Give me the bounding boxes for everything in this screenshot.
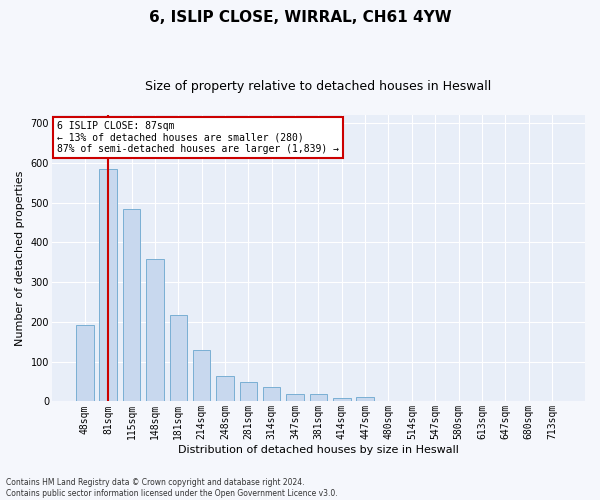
Bar (100, 170, 117, 402)
Bar (286, 394, 304, 402)
Title: Size of property relative to detached houses in Heswall: Size of property relative to detached ho… (145, 80, 491, 93)
Bar (310, 394, 327, 402)
Bar (76, 324, 94, 402)
Bar (333, 398, 350, 402)
Bar (170, 316, 187, 402)
Bar (356, 398, 374, 402)
Bar (146, 259, 164, 402)
Text: 6, ISLIP CLOSE, WIRRAL, CH61 4YW: 6, ISLIP CLOSE, WIRRAL, CH61 4YW (149, 10, 451, 25)
Bar (193, 350, 211, 402)
Bar (239, 382, 257, 402)
Bar (123, 210, 140, 402)
Y-axis label: Number of detached properties: Number of detached properties (15, 170, 25, 346)
Bar (216, 376, 234, 402)
X-axis label: Distribution of detached houses by size in Heswall: Distribution of detached houses by size … (178, 445, 459, 455)
Text: 6 ISLIP CLOSE: 87sqm
← 13% of detached houses are smaller (280)
87% of semi-deta: 6 ISLIP CLOSE: 87sqm ← 13% of detached h… (57, 120, 339, 154)
Text: Contains HM Land Registry data © Crown copyright and database right 2024.
Contai: Contains HM Land Registry data © Crown c… (6, 478, 338, 498)
Bar (263, 388, 280, 402)
